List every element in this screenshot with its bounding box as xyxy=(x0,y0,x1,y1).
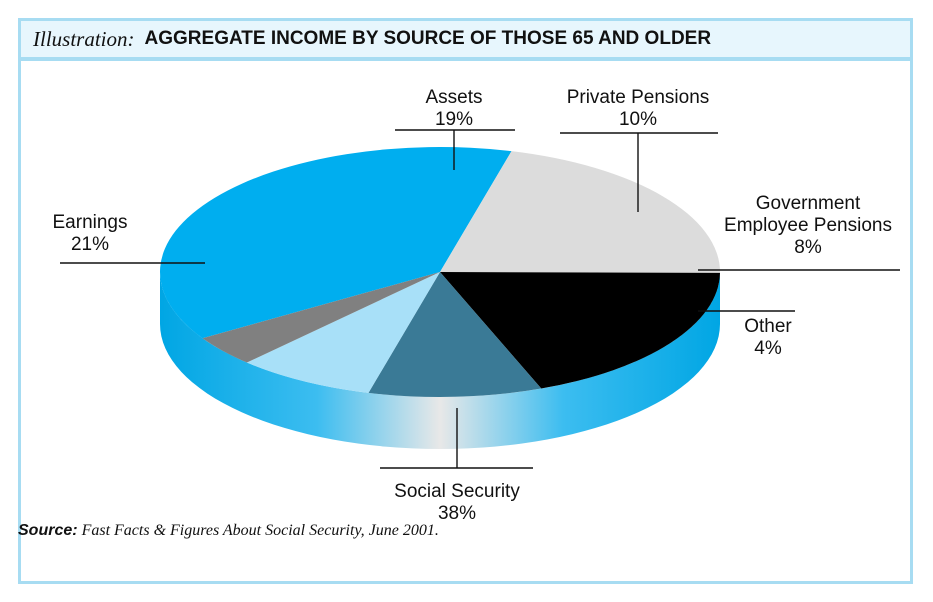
source-text: Fast Facts & Figures About Social Securi… xyxy=(77,522,439,539)
source-note: Source: Fast Facts & Figures About Socia… xyxy=(18,522,439,540)
pie-slice-other xyxy=(202,272,440,363)
pie-slice-assets xyxy=(440,272,720,389)
slice-label-other: Other xyxy=(744,316,792,337)
pie-slice-social-security xyxy=(160,147,512,339)
slice-percent-private-pensions: 10% xyxy=(619,109,657,130)
pie-slice-private-pensions xyxy=(368,272,542,398)
source-label: Source: xyxy=(18,522,78,539)
chart-title: AGGREGATE INCOME BY SOURCE OF THOSE 65 A… xyxy=(144,28,712,49)
pie-slice-government-employee-pensions xyxy=(246,272,440,393)
illustration-label: Illustration: xyxy=(33,26,135,51)
slice-percent-social-security: 38% xyxy=(438,503,476,524)
slice-percent-government-employee-pensions: 8% xyxy=(794,237,822,258)
slice-label-earnings: Earnings xyxy=(53,212,128,233)
slice-percent-assets: 19% xyxy=(435,109,473,130)
slice-percent-other: 4% xyxy=(754,338,782,359)
slice-label-government-employee-pensions: Government xyxy=(756,193,861,214)
slice-label-private-pensions: Private Pensions xyxy=(567,87,710,108)
slice-percent-earnings: 21% xyxy=(71,234,109,255)
chart-header: Illustration: AGGREGATE INCOME BY SOURCE… xyxy=(21,21,910,61)
slice-label-social-security: Social Security xyxy=(394,481,520,502)
pie-slice-earnings xyxy=(440,151,720,273)
slice-label-government-employee-pensions: Employee Pensions xyxy=(724,215,892,236)
slice-label-assets: Assets xyxy=(425,87,482,108)
pie-rim xyxy=(160,272,720,449)
